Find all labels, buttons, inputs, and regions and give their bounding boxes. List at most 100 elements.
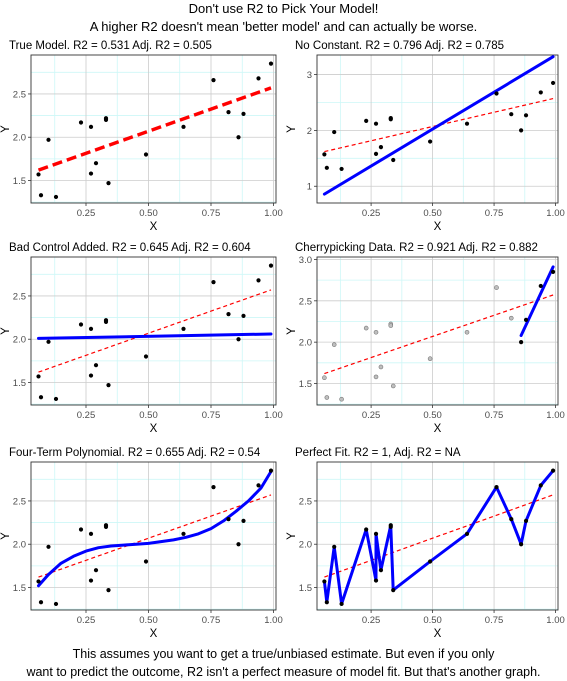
- y-tick-label: 2.5: [299, 496, 312, 507]
- data-point: [494, 484, 499, 490]
- y-tick-label: 2.5: [299, 296, 312, 307]
- data-point: [226, 312, 231, 317]
- data-point: [46, 137, 51, 142]
- data-point-excluded: [373, 374, 379, 380]
- data-point-excluded: [373, 329, 379, 335]
- data-point: [268, 468, 274, 473]
- data-point: [324, 165, 329, 170]
- y-tick-label: 1.5: [299, 379, 312, 390]
- y-tick-label: 2.5: [13, 496, 26, 507]
- data-point: [88, 373, 94, 378]
- data-point: [143, 354, 149, 359]
- panel-plot-area: [36, 468, 274, 607]
- y-tick-label: 1.5: [13, 176, 26, 187]
- x-tick-label: 0.75: [485, 208, 504, 219]
- panel-plot-area: [36, 61, 274, 200]
- data-point-excluded: [363, 325, 369, 331]
- chart-panel-5: Four-Term Polynomial. R2 = 0.655 Adj. R2…: [0, 447, 283, 640]
- x-tick-label: 0.50: [423, 615, 442, 626]
- data-point: [88, 326, 94, 331]
- data-point: [509, 517, 514, 522]
- x-tick-label: 0.75: [485, 615, 504, 626]
- data-point: [373, 121, 379, 126]
- figure-title-line-1: Don't use R2 to Pick Your Model!: [188, 1, 379, 16]
- panel-border: [30, 256, 277, 406]
- data-point: [538, 90, 543, 95]
- y-axis-label: Y: [286, 125, 298, 133]
- data-point-excluded: [464, 329, 470, 335]
- fitted-model-line: [37, 332, 273, 340]
- data-point-kept: [519, 340, 524, 345]
- data-point: [226, 517, 231, 522]
- true-relationship-line: [37, 86, 272, 172]
- y-tick-label: 2: [307, 126, 312, 137]
- x-tick-label: 1.00: [264, 615, 283, 626]
- data-point: [373, 151, 379, 156]
- x-tick-label: 0.25: [362, 208, 381, 219]
- x-tick-label: 0.75: [485, 410, 504, 421]
- panel-border: [30, 461, 277, 611]
- x-tick-label: 0.25: [77, 208, 96, 219]
- panel-title: No Constant. R2 = 0.796 Adj. R2 = 0.785: [295, 40, 504, 52]
- data-point: [388, 524, 393, 530]
- data-point: [241, 111, 246, 116]
- x-tick-label: 0.25: [362, 615, 381, 626]
- y-tick-label: 2.0: [299, 338, 312, 349]
- data-point-excluded: [331, 342, 337, 347]
- x-axis-label: X: [150, 221, 158, 233]
- figure-title-line-2: A higher R2 doesn't mean 'better model' …: [89, 19, 478, 34]
- y-tick-label: 1: [307, 182, 312, 193]
- data-point: [181, 124, 186, 129]
- data-point: [226, 110, 231, 115]
- data-point: [550, 468, 556, 473]
- fitted-model-line: [37, 470, 273, 588]
- x-tick-label: 1.00: [546, 615, 565, 626]
- data-point-kept: [523, 317, 529, 322]
- data-point: [38, 395, 44, 400]
- fitted-model-line: [519, 265, 555, 337]
- data-point: [93, 161, 99, 166]
- data-point: [88, 531, 94, 536]
- data-point: [523, 113, 529, 118]
- panel-title: Four-Term Polynomial. R2 = 0.655 Adj. R2…: [9, 447, 261, 459]
- data-point-excluded: [390, 383, 396, 389]
- data-point: [236, 337, 241, 342]
- data-point: [103, 319, 109, 325]
- x-tick-label: 1.00: [264, 208, 283, 219]
- data-point: [391, 587, 396, 593]
- data-point: [268, 61, 274, 66]
- data-point: [378, 568, 384, 573]
- data-point: [88, 578, 94, 583]
- data-point: [464, 531, 470, 536]
- data-point: [181, 326, 186, 331]
- data-point-excluded: [339, 396, 344, 402]
- panel-border: [30, 54, 277, 204]
- data-point: [106, 382, 111, 388]
- data-point: [46, 339, 51, 344]
- data-point: [53, 601, 59, 607]
- data-point: [339, 166, 344, 172]
- x-tick-label: 0.75: [202, 208, 221, 219]
- data-point: [106, 587, 111, 593]
- y-axis-label: Y: [0, 125, 12, 133]
- y-tick-label: 1.5: [299, 583, 312, 594]
- panel-title: True Model. R2 = 0.531 Adj. R2 = 0.505: [9, 40, 212, 52]
- fitted-model-line: [322, 469, 555, 606]
- x-tick-label: 1.00: [546, 410, 565, 421]
- data-point-excluded: [388, 323, 394, 328]
- data-point: [550, 80, 556, 86]
- data-point: [464, 121, 470, 126]
- data-point-kept: [538, 283, 543, 289]
- data-point-excluded: [324, 395, 330, 400]
- data-point: [38, 600, 44, 605]
- data-point: [78, 527, 84, 532]
- data-point: [53, 396, 59, 402]
- true-relationship-line: [38, 289, 272, 373]
- x-axis-label: X: [434, 221, 442, 233]
- data-point: [332, 129, 337, 135]
- x-tick-label: 0.50: [139, 208, 158, 219]
- data-point-excluded: [378, 364, 384, 370]
- data-point: [364, 118, 369, 124]
- x-tick-label: 0.50: [139, 410, 158, 421]
- data-point: [378, 145, 384, 150]
